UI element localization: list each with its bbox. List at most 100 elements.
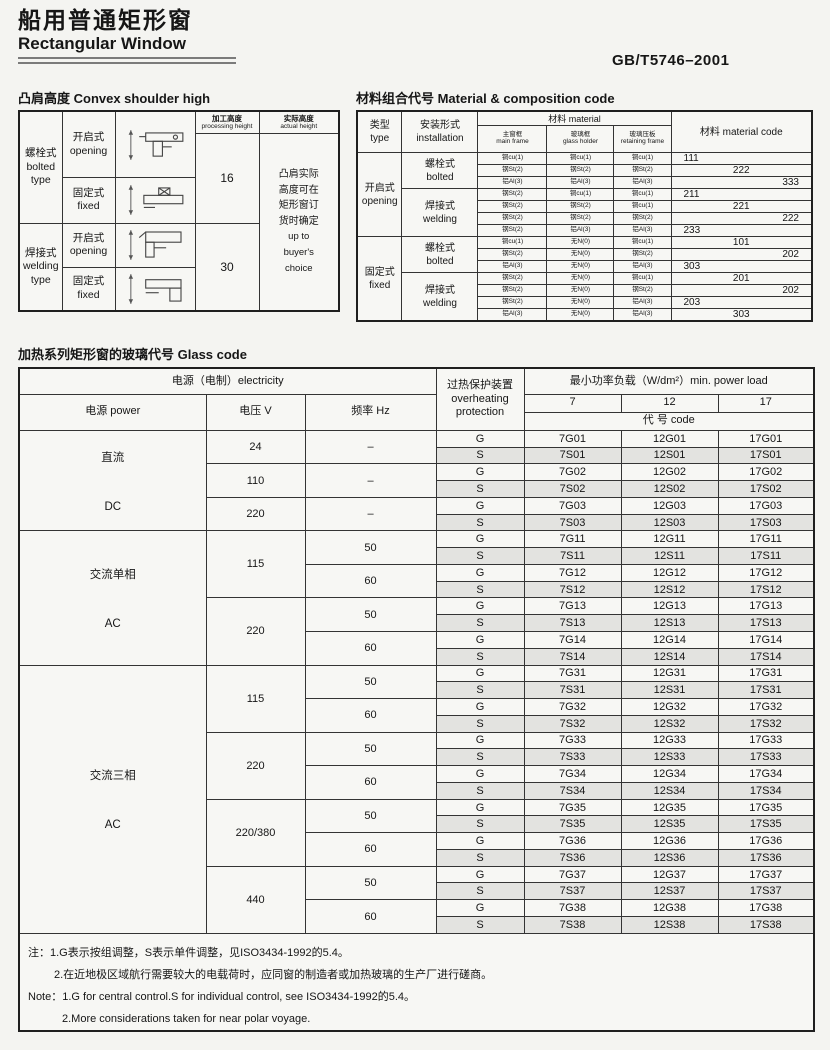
table-row: 固定式 fixed 螺栓式 bolted 铜cu(1) 无N(0) 铜cu(1) 101 bbox=[356, 236, 813, 322]
glass-code-cell: 12G03 bbox=[620, 496, 719, 515]
processing-height-value: 16 bbox=[194, 132, 260, 224]
voltage-cell: 115 bbox=[205, 664, 306, 733]
material-code-header: 材料 material code bbox=[670, 110, 813, 154]
convex-shoulder-table-host: 螺栓式 bolted type 开启式 opening 加工高度 processing h… bbox=[18, 110, 340, 313]
electricity-header: 电源（电制）electricity bbox=[18, 367, 437, 395]
window-section-diagram bbox=[128, 129, 184, 160]
glass-code-row: 交流单相 AC 115 50 G 7G11 12G11 17G11 bbox=[18, 530, 815, 666]
control-cell: G bbox=[435, 429, 525, 448]
voltage-cell: 440 bbox=[205, 865, 306, 934]
processing-height-value: 30 bbox=[194, 222, 260, 312]
window-section-diagram bbox=[128, 274, 182, 304]
load-col-header: 7 bbox=[523, 393, 622, 413]
table-row: 焊接式 welding type 开启式 opening 30 bbox=[18, 222, 339, 312]
retaining-frame-material: 铝Al(3) bbox=[613, 176, 672, 190]
glass-code-cell: 17G14 bbox=[717, 630, 815, 649]
glass-code-cell: 7G13 bbox=[523, 597, 622, 616]
glass-code-cell: 12S14 bbox=[620, 647, 719, 666]
voltage-cell: 220/380 bbox=[205, 798, 306, 867]
glass-code-cell: 7S11 bbox=[523, 547, 622, 565]
glass-code-cell: 12G33 bbox=[620, 731, 719, 750]
glass-code-table: 电源（电制）electricity 过热保护装置 overheating protec… bbox=[18, 367, 815, 1032]
voltage-cell: 115 bbox=[205, 530, 306, 599]
glass-holder-material: 无N(0) bbox=[546, 236, 615, 250]
retaining-frame-material: 铝Al(3) bbox=[613, 224, 672, 238]
glass-code-row: S 7S34 12S34 17S34 bbox=[19, 781, 815, 800]
glass-code-cell: 17S31 bbox=[717, 681, 815, 700]
glass-code-cell: 12G11 bbox=[620, 530, 719, 549]
control-cell: G bbox=[435, 832, 525, 850]
note-line-en-2: 2.More considerations taken for near pol… bbox=[62, 1012, 311, 1025]
glass-code-cell: 7G38 bbox=[523, 899, 622, 917]
retaining-frame-material: 铜cu(1) bbox=[613, 200, 672, 214]
glass-code-cell: 17G33 bbox=[717, 731, 815, 750]
frequency-cell: 60 bbox=[304, 765, 437, 800]
retaining-frame-material: 钢St(2) bbox=[613, 284, 672, 298]
table-row: 钢St(2) 无N(0) 钢St(2) 202 bbox=[357, 284, 813, 298]
glass-code-cell: 17G13 bbox=[717, 597, 815, 616]
document-page: 船用普通矩形窗 Rectangular Window GB/T5746–2001… bbox=[18, 7, 815, 1032]
glass-code-cell: 17G36 bbox=[717, 832, 815, 850]
material-code-value: 201 bbox=[670, 272, 813, 286]
page-title-en: Rectangular Window bbox=[18, 34, 186, 54]
glass-code-cell: 17G34 bbox=[717, 765, 815, 783]
glass-code-row: S 7S14 12S14 17S14 bbox=[19, 647, 815, 666]
control-cell: S bbox=[435, 513, 525, 532]
control-cell: S bbox=[435, 848, 525, 867]
glass-code-cell: 12S03 bbox=[620, 513, 719, 532]
glass-holder-material: 无N(0) bbox=[546, 272, 615, 286]
convex-section-title: 凸肩高度 Convex shoulder high bbox=[18, 91, 211, 107]
power-header: 电源 power bbox=[18, 393, 207, 431]
type-cell: 固定式 fixed bbox=[356, 236, 403, 322]
glass-code-cell: 7S37 bbox=[523, 882, 622, 901]
glass-code-cell: 17S32 bbox=[717, 714, 815, 733]
glass-code-cell: 17S11 bbox=[717, 547, 815, 565]
control-cell: S bbox=[435, 714, 525, 733]
glass-holder-material: 钢St(2) bbox=[546, 212, 615, 226]
material-code-value: 333 bbox=[670, 176, 813, 190]
control-cell: S bbox=[435, 480, 525, 498]
glass-code-row: 220 50 G 7G33 12G33 17G33 bbox=[19, 731, 815, 800]
main-frame-material: 铜cu(1) bbox=[477, 152, 548, 166]
page-title-cn: 船用普通矩形窗 bbox=[18, 7, 193, 33]
glass-code-cell: 12S32 bbox=[620, 714, 719, 733]
main-frame-material: 钢St(2) bbox=[477, 212, 548, 226]
main-frame-material: 钢St(2) bbox=[477, 296, 548, 310]
processing-height-header: 加工高度 processing height bbox=[194, 110, 260, 134]
material-code-value: 222 bbox=[670, 164, 813, 178]
glass-code-row: 220/380 50 G 7G35 12G35 17G35 bbox=[19, 798, 815, 867]
main-frame-material: 钢St(2) bbox=[477, 248, 548, 262]
material-code-value: 233 bbox=[670, 224, 813, 238]
table-row: 注：1.G表示按组调整，S表示单件调整，见ISO3434-1992的5.4。 2.… bbox=[18, 932, 815, 1032]
control-cell: S bbox=[435, 580, 525, 599]
glass-code-cell: 17S34 bbox=[717, 781, 815, 800]
power-cell: 交流单相 AC bbox=[18, 530, 207, 666]
glass-code-cell: 7S31 bbox=[523, 681, 622, 700]
frequency-cell: – bbox=[304, 496, 437, 532]
glass-code-cell: 7G35 bbox=[523, 798, 622, 817]
table-row: 代 号 code bbox=[19, 411, 815, 431]
type-header: 类型 type bbox=[356, 110, 403, 154]
material-code-table-host: 类型 type 安装形式 installation 材料 material 材料 mate… bbox=[355, 110, 813, 323]
glass-code-section: 加热系列矩形窗的玻璃代号 Glass code 电源（电制）electricit… bbox=[18, 344, 815, 1032]
control-cell: G bbox=[435, 798, 525, 817]
control-cell: G bbox=[435, 597, 525, 616]
glass-code-cell: 12G02 bbox=[620, 463, 719, 482]
code-header: 代 号 code bbox=[523, 411, 815, 431]
glass-code-cell: 12G34 bbox=[620, 765, 719, 783]
table-row: 铝Al(3) 铝Al(3) 铝Al(3) 333 bbox=[357, 176, 813, 190]
load-col-header: 12 bbox=[620, 393, 719, 413]
glass-code-cell: 12S01 bbox=[620, 446, 719, 465]
control-cell: S bbox=[435, 446, 525, 465]
material-code-value: 221 bbox=[670, 200, 813, 214]
control-cell: S bbox=[435, 781, 525, 800]
upper-sections: 凸肩高度 Convex shoulder high 螺栓式 bolted type… bbox=[18, 88, 813, 323]
glass-code-cell: 7G33 bbox=[523, 731, 622, 750]
voltage-cell: 110 bbox=[205, 463, 306, 498]
install-cell: 固定式 fixed bbox=[61, 176, 116, 224]
frequency-cell: 50 bbox=[304, 865, 437, 901]
install-header: 安装形式 installation bbox=[401, 110, 479, 154]
main-frame-material: 铝Al(3) bbox=[477, 260, 548, 274]
glass-code-cell: 12G31 bbox=[620, 664, 719, 683]
control-cell: S bbox=[435, 647, 525, 666]
